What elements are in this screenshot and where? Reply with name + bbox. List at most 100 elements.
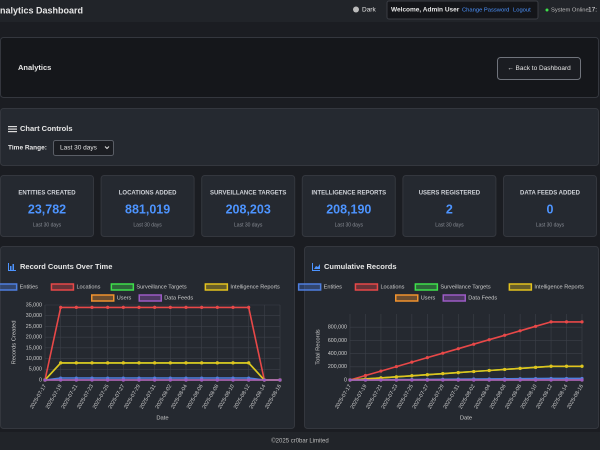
back-button[interactable]	[497, 57, 581, 80]
series-point	[215, 361, 219, 365]
series-point	[456, 378, 460, 382]
series-line	[349, 321, 582, 381]
stat-card	[201, 175, 296, 237]
series-point	[168, 361, 172, 365]
legend-label: Surveillance Targets	[136, 284, 186, 290]
series-point	[247, 378, 251, 382]
app-title: nalytics Dashboard	[0, 5, 83, 15]
user-box	[386, 0, 539, 20]
series-point	[549, 364, 553, 368]
series-point	[379, 378, 383, 382]
series-point	[184, 361, 188, 365]
x-axis-title: Date	[460, 416, 472, 422]
series-point	[121, 361, 125, 365]
range-select-value[interactable]: Last 30 days	[60, 145, 98, 152]
series-point	[534, 378, 538, 382]
legend-swatch	[414, 283, 439, 291]
y-tick-label: 0	[39, 377, 42, 383]
series-point	[503, 367, 507, 372]
stat-value: 0	[547, 202, 554, 216]
series-point	[59, 361, 63, 365]
range-select[interactable]	[53, 140, 114, 156]
legend-swatch	[0, 283, 18, 291]
logout-link[interactable]: Logout	[513, 8, 531, 14]
y-axis-title: Total Records	[316, 329, 322, 365]
back-button-label[interactable]: ← Back to Dashboard	[507, 65, 571, 72]
series-point	[580, 320, 584, 324]
series-point	[456, 371, 460, 375]
series-point	[153, 378, 157, 382]
series-point	[363, 373, 368, 378]
series-point	[410, 360, 414, 364]
series-point	[153, 361, 157, 365]
y-tick-label: 10,000	[26, 356, 42, 362]
series-point	[425, 373, 429, 377]
stat-label: INTELLIGENCE REPORTS	[311, 191, 386, 197]
y-tick-label: 30,000	[26, 313, 42, 319]
series-point	[564, 378, 569, 382]
series-point	[394, 378, 398, 382]
legend-label: Entities	[20, 284, 39, 290]
y-tick-label: 400,000	[328, 351, 347, 357]
chart-icon	[312, 263, 320, 271]
legend-label: Intelligence Reports	[230, 284, 280, 290]
stat-value: 208,190	[326, 202, 371, 216]
legend-swatch	[442, 294, 466, 302]
stat-period: Last 30 days	[435, 222, 464, 228]
series-point	[487, 338, 491, 342]
series-point	[59, 378, 63, 382]
footer-text: ©2025 cr0bar Limited	[271, 438, 328, 445]
chart-panel	[0, 246, 295, 429]
stat-value: 23,782	[28, 202, 66, 216]
y-tick-label: 15,000	[26, 345, 42, 351]
legend-label: Locations	[76, 284, 100, 290]
legend-swatch	[204, 283, 229, 291]
series-point	[441, 351, 445, 355]
series-point	[231, 305, 235, 309]
legend-label: Users	[421, 295, 436, 301]
stat-period: Last 30 days	[133, 222, 162, 228]
series-point	[518, 378, 522, 382]
series-point	[90, 305, 94, 309]
status-dot	[545, 8, 549, 12]
series-point	[168, 305, 172, 309]
series-point	[472, 342, 476, 346]
series-point	[247, 305, 251, 309]
legend-label: Data Feeds	[468, 295, 497, 301]
series-point	[394, 364, 398, 369]
stat-card	[301, 175, 396, 237]
moon-icon	[353, 6, 359, 13]
change-password-link[interactable]: Change Password	[462, 8, 509, 14]
series-point	[456, 347, 460, 351]
series-point	[106, 305, 110, 309]
series-line	[44, 362, 280, 381]
legend-swatch	[50, 283, 75, 291]
stat-period: Last 30 days	[33, 222, 62, 228]
sliders-icon	[8, 126, 17, 133]
select-caret	[104, 146, 110, 150]
legend-swatch	[297, 283, 322, 291]
legend-label: Locations	[380, 284, 404, 290]
series-point	[564, 364, 569, 368]
series-point	[472, 369, 476, 374]
page-title: Analytics	[18, 63, 51, 72]
series-point	[74, 361, 78, 365]
series-line	[44, 306, 280, 381]
chart-icon	[8, 263, 16, 271]
series-point	[363, 378, 368, 382]
series-point	[231, 361, 235, 365]
series-point	[43, 378, 47, 382]
theme-toggle[interactable]: Dark	[362, 7, 376, 14]
stat-period: Last 30 days	[234, 222, 263, 228]
y-tick-label: 0	[344, 377, 347, 383]
range-label: Time Range:	[8, 145, 47, 152]
series-point	[518, 329, 522, 333]
series-point	[549, 378, 553, 382]
legend-swatch	[110, 283, 135, 291]
controls-title: Chart Controls	[20, 124, 73, 133]
y-tick-label: 600,000	[328, 338, 347, 344]
series-point	[121, 305, 125, 309]
series-point	[59, 305, 63, 309]
series-point	[74, 305, 78, 309]
